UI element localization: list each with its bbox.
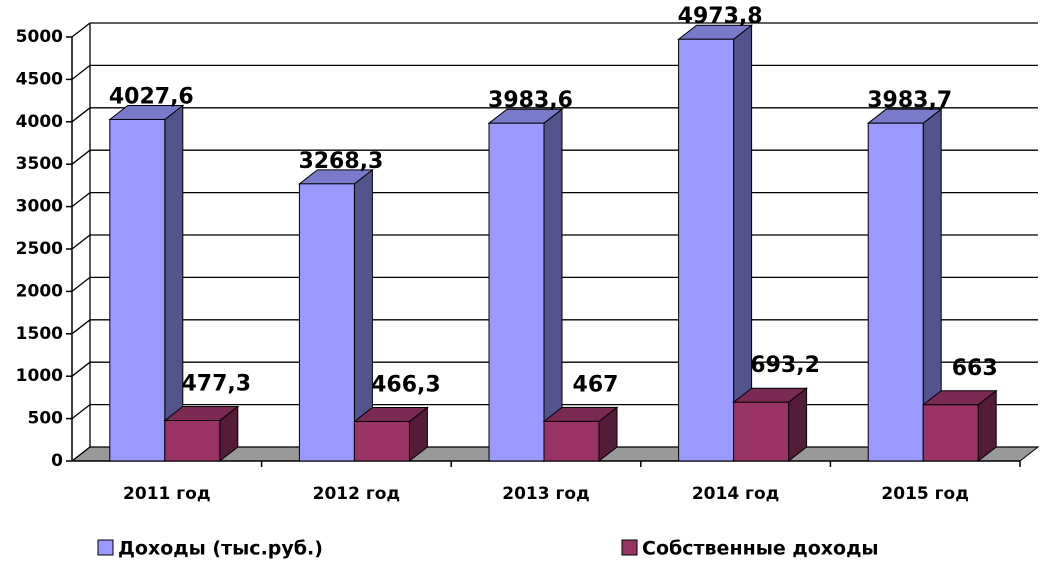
grid-line [71, 319, 91, 335]
y-tick-label: 1000 [16, 366, 63, 386]
grid-line [71, 404, 91, 420]
x-tick-label: 2014 год [692, 484, 780, 504]
legend-label: Доходы (тыс.руб.) [118, 538, 323, 560]
grid-line [71, 64, 91, 80]
value-label: 693,2 [750, 353, 820, 378]
value-label: 467 [573, 372, 619, 397]
bar [109, 118, 166, 462]
y-tick-label: 4000 [16, 112, 63, 132]
grid-line [71, 107, 91, 123]
y-tick-label: 0 [51, 451, 63, 471]
value-label: 4027,6 [109, 84, 194, 109]
grid-line [71, 276, 91, 292]
legend-swatch [97, 539, 114, 556]
x-tick-label: 2015 год [881, 484, 969, 504]
bar [867, 122, 924, 462]
bar [488, 122, 545, 462]
x-tick-label: 2011 год [123, 484, 211, 504]
grid-line [71, 446, 91, 462]
grid-line [71, 361, 91, 377]
y-tick-label: 2500 [16, 239, 63, 259]
bar [164, 420, 221, 462]
grid-line [71, 192, 91, 208]
bar-side [164, 104, 184, 463]
y-tick-label: 2000 [16, 281, 63, 301]
value-label: 466,3 [371, 372, 441, 397]
bar [733, 401, 790, 462]
legend-swatch [621, 539, 638, 556]
y-tick-label: 3500 [16, 154, 63, 174]
bar [922, 404, 979, 462]
y-tick-label: 500 [28, 409, 64, 429]
bar [543, 420, 600, 462]
value-label: 3983,7 [867, 88, 952, 113]
bar-side [543, 108, 563, 463]
value-label: 3268,3 [298, 149, 383, 174]
value-label: 3983,6 [488, 88, 573, 113]
value-label: 4973,8 [678, 4, 763, 29]
y-tick-label: 4500 [16, 69, 63, 89]
x-tick-label: 2012 год [313, 484, 401, 504]
bar [678, 38, 735, 462]
x-tick-label: 2013 год [502, 484, 590, 504]
y-tick-label: 5000 [16, 27, 63, 47]
value-label: 477,3 [182, 372, 252, 397]
legend-label: Собственные доходы [642, 538, 879, 560]
y-tick-label: 1500 [16, 324, 63, 344]
grid-line [71, 22, 91, 38]
grid-line [71, 149, 91, 165]
bar [353, 420, 410, 462]
grid-line [71, 234, 91, 250]
bar [298, 183, 355, 462]
y-tick-label: 3000 [16, 197, 63, 217]
value-label: 663 [952, 356, 998, 381]
